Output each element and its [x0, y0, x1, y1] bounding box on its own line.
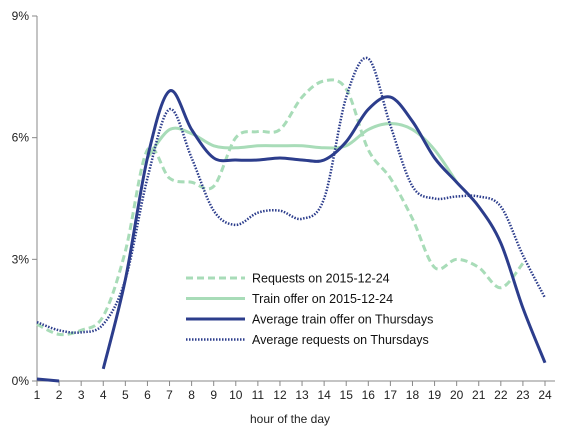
x-tick-label: 5 — [122, 388, 129, 402]
x-tick-label: 23 — [516, 388, 530, 402]
legend-label: Requests on 2015-12-24 — [252, 272, 390, 286]
x-tick-label: 9 — [210, 388, 217, 402]
series-line — [36, 377, 60, 383]
x-tick-label: 8 — [188, 388, 195, 402]
y-tick-label: 3% — [12, 252, 30, 266]
legend-label: Average requests on Thursdays — [252, 333, 429, 347]
axes: 0%3%6%9%1 2 3 4 5 6 7 8 9 10 11 12 13 14 15 16 17 18 19 20 2… — [12, 9, 555, 402]
x-tick-label: 17 — [384, 388, 398, 402]
legend-label: Train offer on 2015-12-24 — [252, 292, 393, 306]
series-line — [36, 78, 525, 337]
series-line — [101, 89, 547, 370]
x-tick-label: 10 — [229, 388, 243, 402]
x-tick-label: 19 — [428, 388, 442, 402]
y-tick-label: 9% — [12, 9, 30, 23]
series-2 — [36, 89, 547, 383]
series-layer — [36, 56, 547, 383]
y-tick-label: 0% — [12, 374, 30, 388]
x-tick-label: 15 — [340, 388, 354, 402]
x-tick-label: 18 — [406, 388, 420, 402]
y-tick-label: 6% — [12, 131, 30, 145]
series-0 — [36, 78, 525, 337]
x-tick-label: 4 — [100, 388, 107, 402]
legend: Requests on 2015-12-24 Train offer on 201… — [186, 272, 433, 347]
x-tick-label: 11 — [252, 388, 265, 402]
x-tick-label: 24 — [538, 388, 552, 402]
x-tick-label: 6 — [144, 388, 151, 402]
x-tick-label: 2 — [56, 388, 63, 402]
x-tick-label: 22 — [494, 388, 508, 402]
x-tick-label: 13 — [295, 388, 309, 402]
x-tick-label: 16 — [362, 388, 376, 402]
x-tick-label: 7 — [166, 388, 173, 402]
legend-label: Average train offer on Thursdays — [252, 313, 433, 327]
x-tick-label: 12 — [273, 388, 287, 402]
x-axis-title: hour of the day — [250, 412, 330, 426]
x-tick-label: 21 — [472, 388, 486, 402]
x-tick-label: 1 — [34, 388, 41, 402]
x-tick-label: 14 — [317, 388, 331, 402]
x-tick-label: 3 — [78, 388, 85, 402]
x-tick-label: 20 — [450, 388, 464, 402]
